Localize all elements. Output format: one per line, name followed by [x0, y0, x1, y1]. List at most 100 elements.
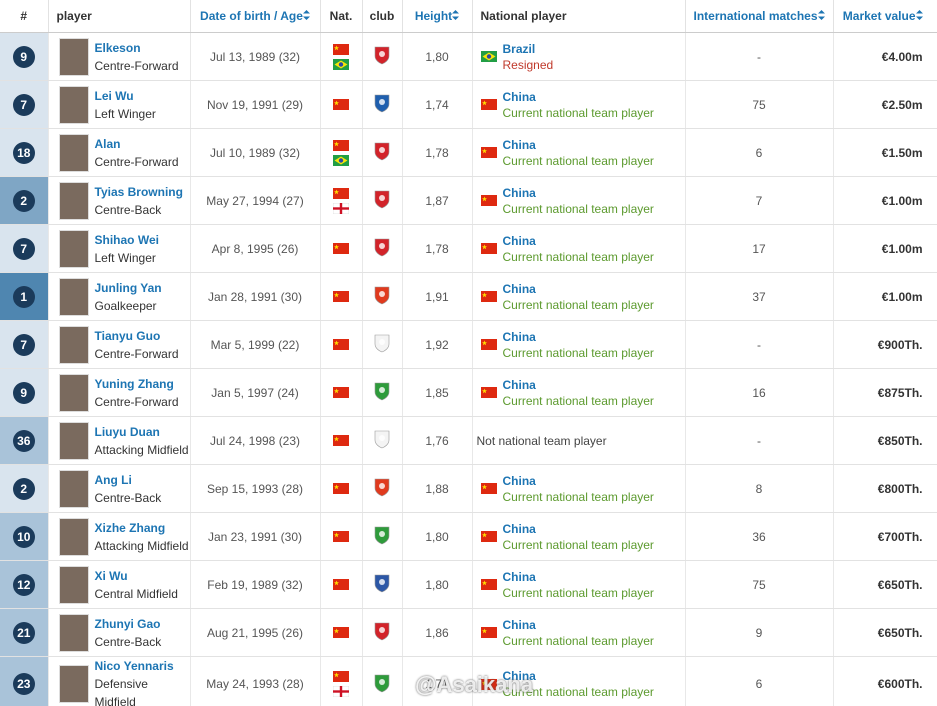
club-logo[interactable]: [373, 525, 391, 545]
player-name[interactable]: Liuyu Duan: [94, 424, 160, 439]
flag: [480, 483, 497, 494]
national-team[interactable]: China: [502, 521, 536, 536]
player-row: 36 Liuyu Duan Attacking Midfield Jul 24, 19…: [0, 416, 937, 465]
player-name[interactable]: Tianyu Guo: [94, 328, 161, 343]
club-cell: [362, 128, 403, 177]
national-status: Current national team player: [502, 393, 654, 408]
player-row: 10 Xizhe Zhang Attacking Midfield Jan 23, 1…: [0, 512, 937, 561]
player-text: Shihao Wei Left Winger: [95, 231, 159, 267]
national-team[interactable]: China: [502, 473, 536, 488]
column-header: #: [0, 0, 49, 33]
flag: [333, 58, 349, 70]
matches-cell: 6: [685, 656, 834, 706]
player-name[interactable]: Xi Wu: [94, 568, 128, 583]
national-team[interactable]: China: [502, 617, 536, 632]
club-logo[interactable]: [373, 621, 391, 641]
national-text: China Current national team player: [503, 233, 654, 265]
national-status: Not national team player: [476, 433, 607, 448]
national-cell: China Current national team player: [472, 560, 686, 609]
sort-icon[interactable]: [915, 10, 923, 20]
column-header[interactable]: Date of birth / Age: [190, 0, 321, 33]
national-cell: China Current national team player: [472, 464, 686, 513]
national-text: China Current national team player: [503, 473, 654, 505]
matches-cell: 37: [685, 272, 834, 321]
national-team[interactable]: China: [502, 89, 536, 104]
shirt-number: 2: [12, 477, 35, 500]
national-text: China Current national team player: [503, 89, 654, 121]
height-cell: 1,88: [402, 464, 473, 513]
national-cell: Not national team player: [472, 416, 686, 465]
club-logo[interactable]: [373, 285, 391, 305]
player-name[interactable]: Nico Yennaris: [94, 659, 174, 673]
national-info: China Current national team player: [473, 329, 685, 361]
column-header[interactable]: Market value: [833, 0, 937, 33]
player-name[interactable]: Lei Wu: [94, 88, 134, 103]
player-text: Tyias Browning Centre-Back: [95, 183, 183, 219]
national-info: China Current national team player: [473, 473, 685, 505]
club-logo[interactable]: [373, 189, 391, 209]
club-logo[interactable]: [373, 141, 391, 161]
player-text: Junling Yan Goalkeeper: [95, 279, 162, 315]
flag: [480, 678, 497, 690]
player-info: Junling Yan Goalkeeper: [49, 277, 190, 316]
national-team[interactable]: China: [502, 669, 536, 683]
player-name[interactable]: Tyias Browning: [94, 184, 183, 199]
national-status: Current national team player: [502, 489, 654, 504]
player-name[interactable]: Alan: [94, 136, 121, 151]
national-info: China Current national team player: [473, 89, 685, 121]
player-photo: [58, 37, 89, 76]
club-logo[interactable]: [373, 673, 391, 693]
player-photo: [58, 325, 89, 364]
club-logo[interactable]: [373, 381, 391, 401]
flag: [333, 187, 349, 199]
club-logo[interactable]: [373, 333, 391, 353]
club-logo[interactable]: [373, 573, 391, 593]
player-row: 7 Lei Wu Left Winger Nov 19, 1991 (29) 1,74 C…: [0, 80, 937, 129]
national-team[interactable]: Brazil: [502, 41, 536, 56]
column-header[interactable]: Height: [402, 0, 473, 33]
nat-cell: [320, 560, 363, 609]
player-name[interactable]: Yuning Zhang: [94, 376, 174, 391]
column-header: player: [48, 0, 191, 33]
national-team[interactable]: China: [502, 185, 536, 200]
sort-icon[interactable]: [452, 10, 460, 20]
player-name[interactable]: Elkeson: [94, 40, 141, 55]
sort-icon[interactable]: [302, 10, 310, 20]
national-team[interactable]: China: [502, 329, 536, 344]
player-name[interactable]: Xizhe Zhang: [94, 520, 166, 535]
national-team[interactable]: China: [502, 281, 536, 296]
number-cell: 36: [0, 416, 49, 465]
player-info: Shihao Wei Left Winger: [49, 229, 190, 268]
player-photo: [58, 421, 89, 460]
player-name[interactable]: Junling Yan: [94, 280, 162, 295]
player-name[interactable]: Shihao Wei: [94, 232, 159, 247]
sort-icon[interactable]: [817, 10, 825, 20]
player-info: Alan Centre-Forward: [49, 133, 190, 172]
club-logo[interactable]: [373, 45, 391, 65]
national-team[interactable]: China: [502, 137, 536, 152]
value-cell: €875Th.: [833, 368, 937, 417]
player-name[interactable]: Ang Li: [94, 472, 132, 487]
club-logo[interactable]: [373, 429, 391, 449]
height-cell: 1,91: [402, 272, 473, 321]
player-info: Zhunyi Gao Centre-Back: [49, 613, 190, 652]
flag: [333, 139, 349, 151]
flags: [321, 483, 362, 494]
shirt-number: 1: [12, 285, 35, 308]
player-row: 1 Junling Yan Goalkeeper Jan 28, 1991 (30) 1…: [0, 272, 937, 321]
column-header[interactable]: International matches: [685, 0, 834, 33]
club-logo[interactable]: [373, 93, 391, 113]
header-row: # player Date of birth / Age Nat. club Height…: [0, 0, 937, 33]
matches-cell: 7: [685, 176, 834, 225]
club-logo[interactable]: [373, 477, 391, 497]
player-name[interactable]: Zhunyi Gao: [94, 616, 161, 631]
shirt-number: 23: [12, 673, 35, 695]
national-team[interactable]: China: [502, 377, 536, 392]
shirt-number: 7: [12, 93, 35, 116]
flag: [333, 43, 349, 55]
shirt-number: 2: [12, 189, 35, 212]
club-logo[interactable]: [373, 237, 391, 257]
national-team[interactable]: China: [502, 569, 536, 584]
national-team[interactable]: China: [502, 233, 536, 248]
nat-cell: [320, 320, 363, 369]
